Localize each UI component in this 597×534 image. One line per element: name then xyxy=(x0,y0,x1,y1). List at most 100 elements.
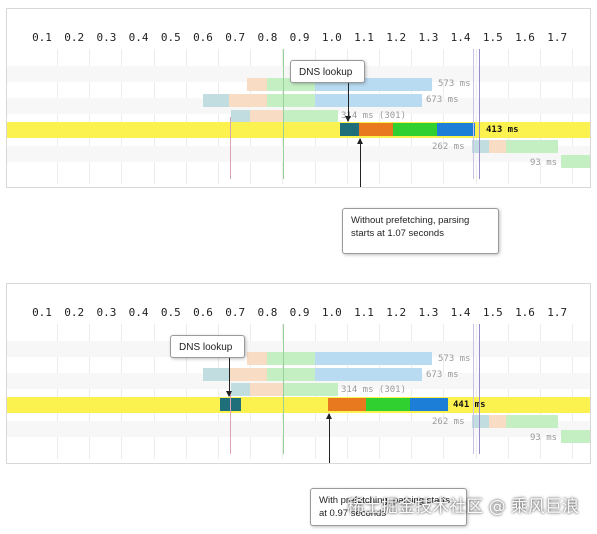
request-duration-label: 314 ms (301) xyxy=(341,385,407,395)
load-event-marker xyxy=(473,324,474,454)
time-tick: 1.3 xyxy=(418,31,439,44)
gridline xyxy=(57,324,58,459)
time-tick: 0.4 xyxy=(128,306,149,319)
request-bar xyxy=(247,352,267,365)
time-tick: 0.7 xyxy=(225,31,246,44)
time-tick: 0.5 xyxy=(160,306,181,319)
download-bar xyxy=(437,123,475,136)
gridline xyxy=(443,324,444,459)
request-bar xyxy=(472,140,489,153)
waterfall-panel-top: 573 ms 673 ms 314 ms (301) 413 ms 262 ms… xyxy=(6,8,591,188)
watermark: 稀土掘金技术社区 @ 乘风巨浪 xyxy=(347,497,579,517)
dns-arrow xyxy=(345,83,351,122)
time-tick: 1.1 xyxy=(354,306,374,319)
request-bar xyxy=(203,368,229,381)
dom-interactive-marker xyxy=(283,324,284,454)
load-event-marker xyxy=(473,49,474,179)
gridline xyxy=(186,49,187,184)
time-tick: 1.0 xyxy=(321,306,342,319)
request-bar xyxy=(315,368,422,381)
time-tick: 1.5 xyxy=(482,306,503,319)
time-tick: 0.7 xyxy=(225,306,246,319)
time-tick: 1.0 xyxy=(321,31,342,44)
request-bar xyxy=(267,352,315,365)
parsing-arrow xyxy=(357,138,363,187)
request-bar xyxy=(315,352,432,365)
gridline xyxy=(57,49,58,184)
request-bar xyxy=(231,383,250,396)
request-bar xyxy=(250,110,283,123)
gridline xyxy=(508,49,509,184)
time-tick: 0.6 xyxy=(193,31,213,44)
dns-arrow xyxy=(226,358,232,397)
parsing-arrow xyxy=(326,413,332,463)
gridline xyxy=(347,324,348,459)
gridline xyxy=(379,324,380,459)
highlighted-row xyxy=(7,397,590,413)
time-tick: 1.6 xyxy=(515,306,535,319)
request-duration-label: 262 ms xyxy=(432,142,465,152)
time-tick: 0.1 xyxy=(32,306,52,319)
gridline xyxy=(443,49,444,184)
time-tick: 0.5 xyxy=(160,31,181,44)
dns-lookup-callout: DNS lookup xyxy=(170,335,245,358)
request-bar xyxy=(472,415,489,428)
row-band xyxy=(7,373,590,389)
request-bar xyxy=(229,94,267,107)
request-duration-label: 314 ms (301) xyxy=(341,111,407,121)
request-bar xyxy=(561,155,590,168)
time-tick: 0.1 xyxy=(32,31,52,44)
connect-bar xyxy=(359,123,393,136)
request-duration-label: 673 ms xyxy=(426,370,459,380)
request-duration-label: 673 ms xyxy=(426,95,459,105)
request-bar xyxy=(250,383,283,396)
time-tick: 1.2 xyxy=(386,306,407,319)
gridline xyxy=(218,324,219,459)
time-tick: 0.8 xyxy=(257,31,278,44)
request-bar xyxy=(561,430,590,443)
gridline xyxy=(154,324,155,459)
request-bar xyxy=(283,110,338,123)
start-render-marker xyxy=(230,392,231,454)
gridline xyxy=(154,49,155,184)
request-bar xyxy=(247,78,267,91)
time-tick: 1.4 xyxy=(450,31,471,44)
time-tick: 0.9 xyxy=(289,31,310,44)
request-bar xyxy=(231,110,250,123)
time-tick: 0.3 xyxy=(96,306,117,319)
row-band xyxy=(7,341,590,357)
request-duration-label: 573 ms xyxy=(438,79,471,89)
request-bar xyxy=(489,140,506,153)
gridline xyxy=(89,49,90,184)
time-tick: 1.7 xyxy=(547,306,568,319)
request-duration-label: 413 ms xyxy=(486,125,519,135)
connect-bar xyxy=(328,398,366,411)
gridline xyxy=(540,49,541,184)
ttfb-bar xyxy=(366,398,410,411)
gridline xyxy=(218,49,219,184)
dns-lookup-bar xyxy=(340,123,359,136)
request-bar xyxy=(489,415,506,428)
gridline xyxy=(411,324,412,459)
dom-interactive-marker xyxy=(283,49,284,179)
request-bar xyxy=(315,94,422,107)
request-duration-label: 93 ms xyxy=(530,433,558,443)
time-tick: 1.3 xyxy=(418,306,439,319)
request-duration-label: 573 ms xyxy=(438,354,471,364)
gridline xyxy=(411,49,412,184)
time-tick: 1.4 xyxy=(450,306,471,319)
gridline xyxy=(476,49,477,184)
ttfb-bar xyxy=(393,123,437,136)
request-duration-label: 93 ms xyxy=(530,158,558,168)
time-tick: 1.5 xyxy=(482,31,503,44)
request-duration-label: 441 ms xyxy=(453,400,486,410)
request-bar xyxy=(506,415,558,428)
dns-lookup-callout: DNS lookup xyxy=(290,60,365,83)
gridline xyxy=(89,324,90,459)
time-tick: 0.2 xyxy=(64,31,85,44)
parsing-start-callout: Without prefetching, parsing starts at 1… xyxy=(342,208,499,254)
request-duration-label: 262 ms xyxy=(432,417,465,427)
gridline xyxy=(476,324,477,459)
request-bar xyxy=(506,140,558,153)
gridline xyxy=(540,324,541,459)
